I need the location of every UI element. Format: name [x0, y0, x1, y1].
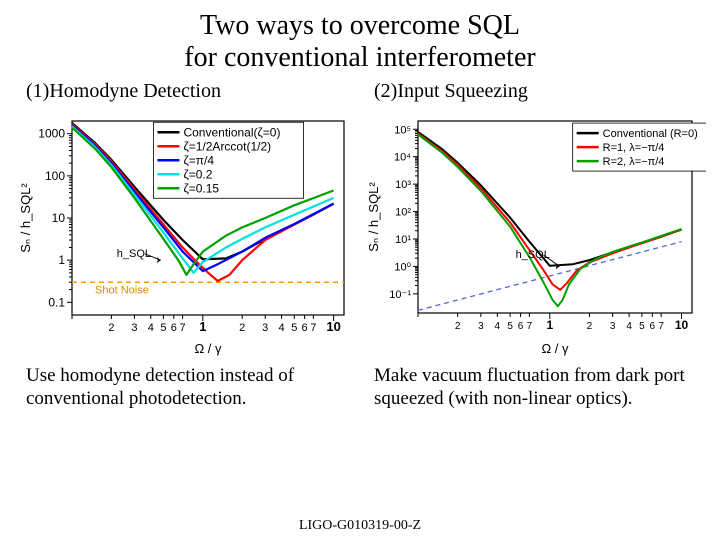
svg-text:0.1: 0.1	[48, 296, 65, 310]
svg-text:ζ=0.2: ζ=0.2	[183, 168, 212, 182]
svg-text:ζ=π/4: ζ=π/4	[183, 154, 214, 168]
left-caption: Use homodyne detection instead of conven…	[18, 365, 358, 411]
svg-text:ζ=1/2Arccot(1/2): ζ=1/2Arccot(1/2)	[183, 140, 271, 154]
svg-text:Sₙ / h_SQL²: Sₙ / h_SQL²	[18, 183, 33, 253]
svg-text:5: 5	[160, 322, 166, 334]
svg-text:R=1, λ=−π/4: R=1, λ=−π/4	[603, 142, 665, 154]
svg-text:Shot Noise: Shot Noise	[95, 285, 149, 297]
svg-text:6: 6	[171, 322, 177, 334]
svg-text:Ω / γ: Ω / γ	[194, 341, 222, 356]
svg-text:Conventional(ζ=0): Conventional(ζ=0)	[183, 126, 280, 140]
left-column: (1)Homodyne Detection 0.1110100100023456…	[18, 80, 358, 411]
svg-text:R=2, λ=−π/4: R=2, λ=−π/4	[603, 156, 665, 168]
svg-text:4: 4	[495, 321, 501, 332]
svg-text:10⁻¹: 10⁻¹	[389, 289, 411, 301]
svg-text:10: 10	[52, 211, 66, 225]
right-column: (2)Input Squeezing 10⁻¹ 10⁰ 10¹ 10² 10³ 10⁴ 10…	[366, 80, 706, 411]
svg-text:10⁰: 10⁰	[394, 262, 411, 274]
svg-text:3: 3	[478, 321, 484, 332]
title-line-1: Two ways to overcome SQL	[200, 10, 520, 41]
title-line-2: for conventional interferometer	[184, 42, 535, 73]
svg-text:10⁵: 10⁵	[394, 125, 411, 137]
svg-text:7: 7	[658, 321, 664, 332]
svg-text:3: 3	[131, 322, 137, 334]
svg-text:2: 2	[455, 321, 461, 332]
svg-text:10²: 10²	[395, 207, 411, 219]
svg-text:h_SQL: h_SQL	[516, 250, 550, 262]
svg-text:ζ=0.15: ζ=0.15	[183, 182, 219, 196]
footer-id: LIGO-G010319-00-Z	[0, 518, 720, 534]
svg-text:1: 1	[546, 318, 553, 332]
slide-title: Two ways to overcome SQL for conventiona…	[18, 10, 702, 74]
svg-text:10: 10	[326, 319, 340, 334]
svg-text:Ω / γ: Ω / γ	[541, 341, 569, 356]
svg-text:2: 2	[108, 322, 114, 334]
left-heading: (1)Homodyne Detection	[18, 80, 358, 103]
svg-text:5: 5	[291, 322, 297, 334]
svg-text:6: 6	[650, 321, 656, 332]
svg-text:4: 4	[148, 322, 154, 334]
svg-text:Conventional (R=0): Conventional (R=0)	[603, 128, 698, 140]
columns: (1)Homodyne Detection 0.1110100100023456…	[18, 80, 702, 411]
right-heading: (2)Input Squeezing	[366, 80, 706, 103]
svg-text:100: 100	[45, 169, 65, 183]
svg-text:4: 4	[626, 321, 632, 332]
left-chart: 0.11101001000234567123456710h_SQLShot No…	[18, 107, 358, 357]
svg-text:10¹: 10¹	[395, 234, 411, 246]
svg-text:5: 5	[507, 321, 513, 332]
svg-text:2: 2	[587, 321, 593, 332]
svg-text:4: 4	[279, 322, 285, 334]
svg-text:10⁴: 10⁴	[394, 152, 411, 164]
svg-text:3: 3	[262, 322, 268, 334]
svg-text:2: 2	[239, 322, 245, 334]
svg-text:10: 10	[675, 318, 689, 332]
right-caption: Make vacuum fluctuation from dark port s…	[366, 365, 706, 411]
svg-text:7: 7	[310, 322, 316, 334]
svg-text:1000: 1000	[38, 127, 65, 141]
svg-text:5: 5	[639, 321, 645, 332]
svg-text:7: 7	[527, 321, 533, 332]
svg-text:Sₙ / h_SQL²: Sₙ / h_SQL²	[366, 182, 381, 252]
svg-text:1: 1	[199, 319, 206, 334]
svg-text:7: 7	[179, 322, 185, 334]
slide: Two ways to overcome SQL for conventiona…	[0, 0, 720, 540]
svg-text:3: 3	[610, 321, 616, 332]
svg-text:10³: 10³	[395, 179, 411, 191]
right-chart: 10⁻¹10⁰10¹10²10³10⁴10⁵234567123456710h_S…	[366, 107, 706, 357]
svg-text:6: 6	[302, 322, 308, 334]
svg-text:6: 6	[518, 321, 524, 332]
svg-text:1: 1	[58, 254, 65, 268]
